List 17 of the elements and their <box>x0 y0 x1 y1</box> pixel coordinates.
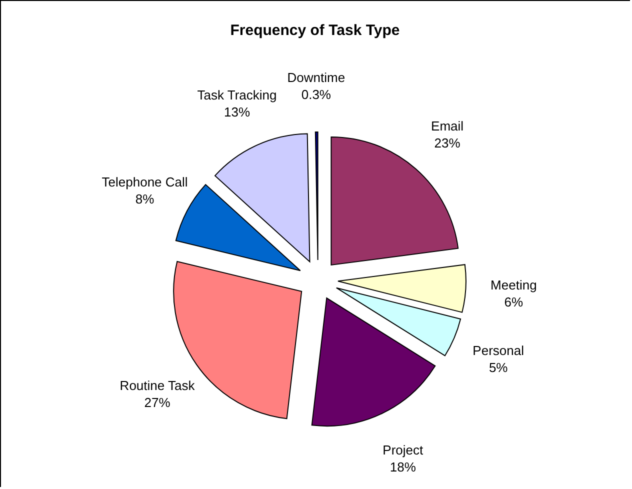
slice-label: Project <box>382 442 424 458</box>
data-label: 27% <box>144 395 171 410</box>
slice-label: Routine Task <box>120 378 196 394</box>
slice-label: Telephone Call <box>102 174 188 190</box>
data-label: 0.3% <box>301 87 332 102</box>
data-label: 5% <box>488 360 508 375</box>
data-label: 8% <box>135 191 155 206</box>
data-label: 6% <box>504 294 524 310</box>
slice-label: Task Tracking <box>197 88 277 103</box>
chart-title: Frequency of Task Type <box>230 22 400 39</box>
slice-label: Downtime <box>287 70 346 86</box>
slice-label: Meeting <box>490 277 537 292</box>
data-label: 18% <box>390 460 416 475</box>
slice-label: Email <box>431 118 464 134</box>
slice-label: Personal <box>472 342 524 358</box>
data-label: 13% <box>224 104 250 120</box>
data-label: 23% <box>434 136 461 151</box>
